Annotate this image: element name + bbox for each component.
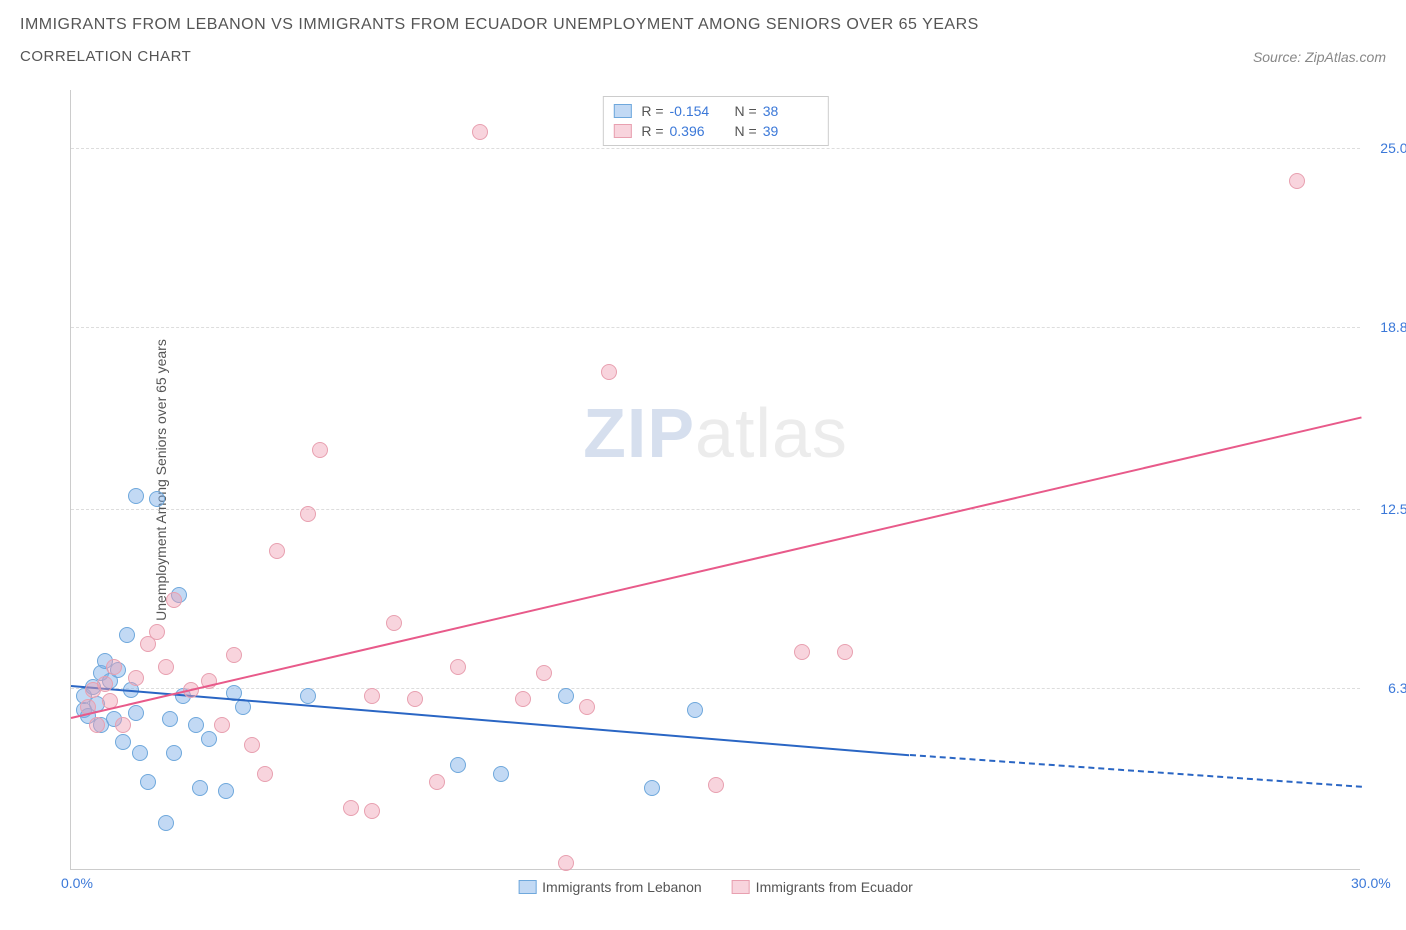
y-tick-label: 18.8%	[1365, 319, 1406, 335]
correlation-legend: R = -0.154 N = 38 R = 0.396 N = 39	[602, 96, 828, 146]
data-point	[579, 699, 595, 715]
data-point	[158, 815, 174, 831]
data-point	[300, 506, 316, 522]
chart-header: IMMIGRANTS FROM LEBANON VS IMMIGRANTS FR…	[0, 0, 1406, 71]
watermark-bold: ZIP	[583, 394, 695, 472]
trend-line-dashed	[909, 754, 1361, 788]
legend-label: Immigrants from Ecuador	[756, 879, 913, 895]
data-point	[106, 659, 122, 675]
x-tick-label: 0.0%	[61, 875, 93, 891]
subtitle-row: CORRELATION CHART Source: ZipAtlas.com	[20, 48, 1386, 65]
n-value-0: 38	[763, 103, 818, 119]
y-tick-label: 25.0%	[1365, 140, 1406, 156]
data-point	[214, 717, 230, 733]
x-tick-label: 30.0%	[1351, 875, 1391, 891]
data-point	[687, 702, 703, 718]
gridline	[71, 327, 1360, 328]
watermark: ZIPatlas	[583, 393, 848, 473]
data-point	[149, 491, 165, 507]
data-point	[218, 783, 234, 799]
r-label-1: R =	[641, 123, 663, 139]
trend-line	[71, 416, 1361, 718]
data-point	[115, 717, 131, 733]
data-point	[708, 777, 724, 793]
data-point	[450, 757, 466, 773]
data-point	[226, 647, 242, 663]
data-point	[166, 592, 182, 608]
n-value-1: 39	[763, 123, 818, 139]
data-point	[472, 124, 488, 140]
data-point	[429, 774, 445, 790]
data-point	[140, 774, 156, 790]
data-point	[644, 780, 660, 796]
legend-label: Immigrants from Lebanon	[542, 879, 702, 895]
data-point	[558, 855, 574, 871]
data-point	[158, 659, 174, 675]
data-point	[201, 731, 217, 747]
data-point	[558, 688, 574, 704]
data-point	[128, 488, 144, 504]
legend-swatch	[518, 880, 536, 894]
data-point	[132, 745, 148, 761]
legend-row-0: R = -0.154 N = 38	[613, 101, 817, 121]
y-tick-label: 6.3%	[1365, 680, 1406, 696]
legend-row-1: R = 0.396 N = 39	[613, 121, 817, 141]
data-point	[1289, 173, 1305, 189]
data-point	[149, 624, 165, 640]
data-point	[407, 691, 423, 707]
data-point	[89, 717, 105, 733]
chart-subtitle: CORRELATION CHART	[20, 48, 191, 65]
data-point	[493, 766, 509, 782]
data-point	[119, 627, 135, 643]
data-point	[162, 711, 178, 727]
r-value-0: -0.154	[670, 103, 725, 119]
gridline	[71, 688, 1360, 689]
r-value-1: 0.396	[670, 123, 725, 139]
data-point	[343, 800, 359, 816]
data-point	[188, 717, 204, 733]
data-point	[837, 644, 853, 660]
legend-swatch-1	[613, 124, 631, 138]
plot-area: ZIPatlas R = -0.154 N = 38 R = 0.396 N =…	[70, 90, 1360, 870]
source-label: Source: ZipAtlas.com	[1253, 49, 1386, 65]
data-point	[244, 737, 260, 753]
data-point	[364, 688, 380, 704]
legend-item: Immigrants from Lebanon	[518, 879, 702, 895]
r-label-0: R =	[641, 103, 663, 119]
data-point	[601, 364, 617, 380]
data-point	[97, 676, 113, 692]
gridline	[71, 148, 1360, 149]
chart-title: IMMIGRANTS FROM LEBANON VS IMMIGRANTS FR…	[20, 16, 1386, 34]
legend-item: Immigrants from Ecuador	[732, 879, 913, 895]
data-point	[300, 688, 316, 704]
data-point	[536, 665, 552, 681]
data-point	[386, 615, 402, 631]
data-point	[515, 691, 531, 707]
data-point	[166, 745, 182, 761]
data-point	[794, 644, 810, 660]
legend-swatch-0	[613, 104, 631, 118]
y-tick-label: 12.5%	[1365, 501, 1406, 517]
n-label-1: N =	[735, 123, 757, 139]
legend-swatch	[732, 880, 750, 894]
n-label-0: N =	[735, 103, 757, 119]
watermark-light: atlas	[695, 394, 848, 472]
data-point	[115, 734, 131, 750]
data-point	[257, 766, 273, 782]
series-legend: Immigrants from Lebanon Immigrants from E…	[518, 879, 913, 895]
data-point	[450, 659, 466, 675]
data-point	[192, 780, 208, 796]
data-point	[128, 705, 144, 721]
data-point	[364, 803, 380, 819]
gridline	[71, 509, 1360, 510]
data-point	[128, 670, 144, 686]
chart-container: Unemployment Among Seniors over 65 years…	[60, 90, 1380, 870]
data-point	[269, 543, 285, 559]
data-point	[312, 442, 328, 458]
